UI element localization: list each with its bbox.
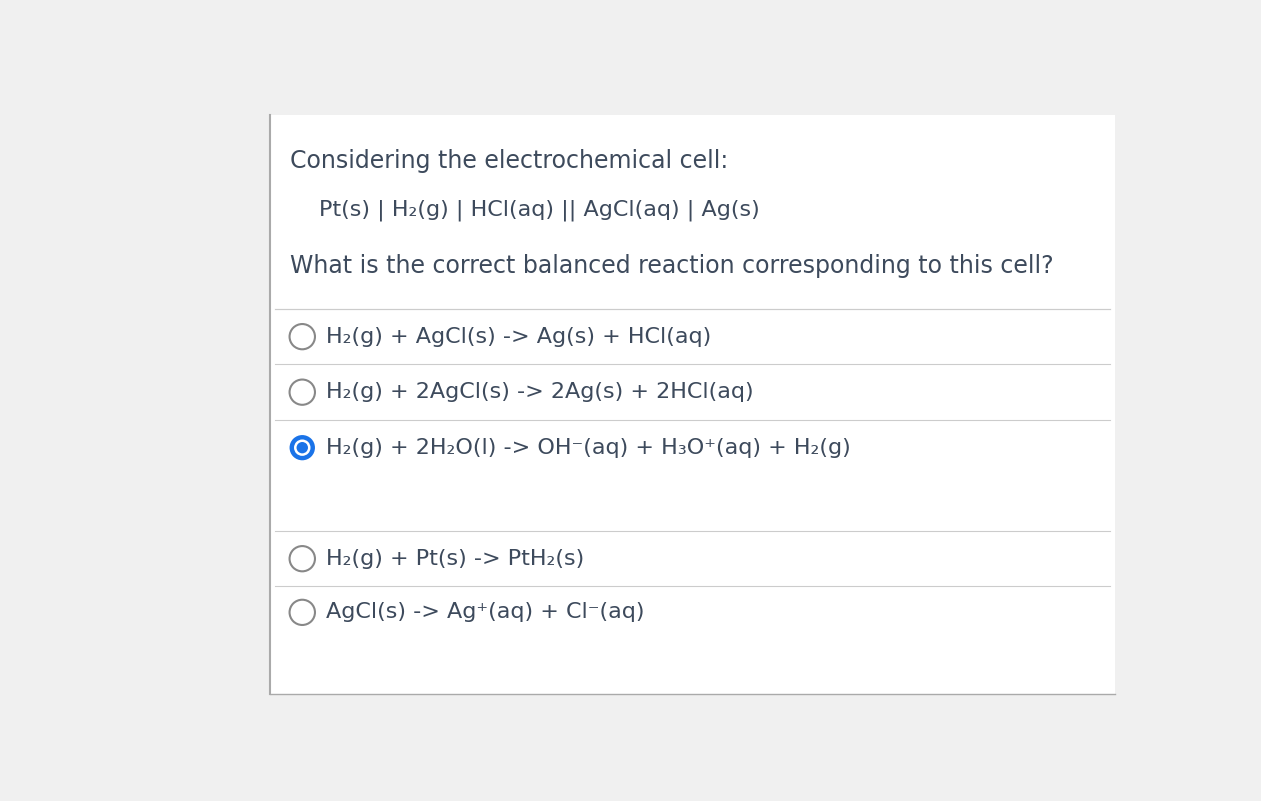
Text: What is the correct balanced reaction corresponding to this cell?: What is the correct balanced reaction co… <box>290 254 1053 278</box>
Text: AgCl(s) -> Ag⁺(aq) + Cl⁻(aq): AgCl(s) -> Ag⁺(aq) + Cl⁻(aq) <box>325 602 644 622</box>
Ellipse shape <box>290 324 315 349</box>
Text: H₂(g) + 2AgCl(s) -> 2Ag(s) + 2HCl(aq): H₂(g) + 2AgCl(s) -> 2Ag(s) + 2HCl(aq) <box>325 382 753 402</box>
Ellipse shape <box>290 435 315 461</box>
Ellipse shape <box>290 600 315 625</box>
FancyBboxPatch shape <box>270 115 1115 694</box>
Text: Considering the electrochemical cell:: Considering the electrochemical cell: <box>290 149 728 173</box>
Text: H₂(g) + 2H₂O(l) -> OH⁻(aq) + H₃O⁺(aq) + H₂(g): H₂(g) + 2H₂O(l) -> OH⁻(aq) + H₃O⁺(aq) + … <box>325 437 850 457</box>
Text: H₂(g) + AgCl(s) -> Ag(s) + HCl(aq): H₂(g) + AgCl(s) -> Ag(s) + HCl(aq) <box>325 327 711 347</box>
Ellipse shape <box>290 380 315 405</box>
Ellipse shape <box>296 442 308 453</box>
Ellipse shape <box>294 440 310 456</box>
Ellipse shape <box>290 546 315 571</box>
Text: Pt(s) | H₂(g) | HCl(aq) || AgCl(aq) | Ag(s): Pt(s) | H₂(g) | HCl(aq) || AgCl(aq) | Ag… <box>319 199 759 221</box>
Text: H₂(g) + Pt(s) -> PtH₂(s): H₂(g) + Pt(s) -> PtH₂(s) <box>325 549 584 569</box>
